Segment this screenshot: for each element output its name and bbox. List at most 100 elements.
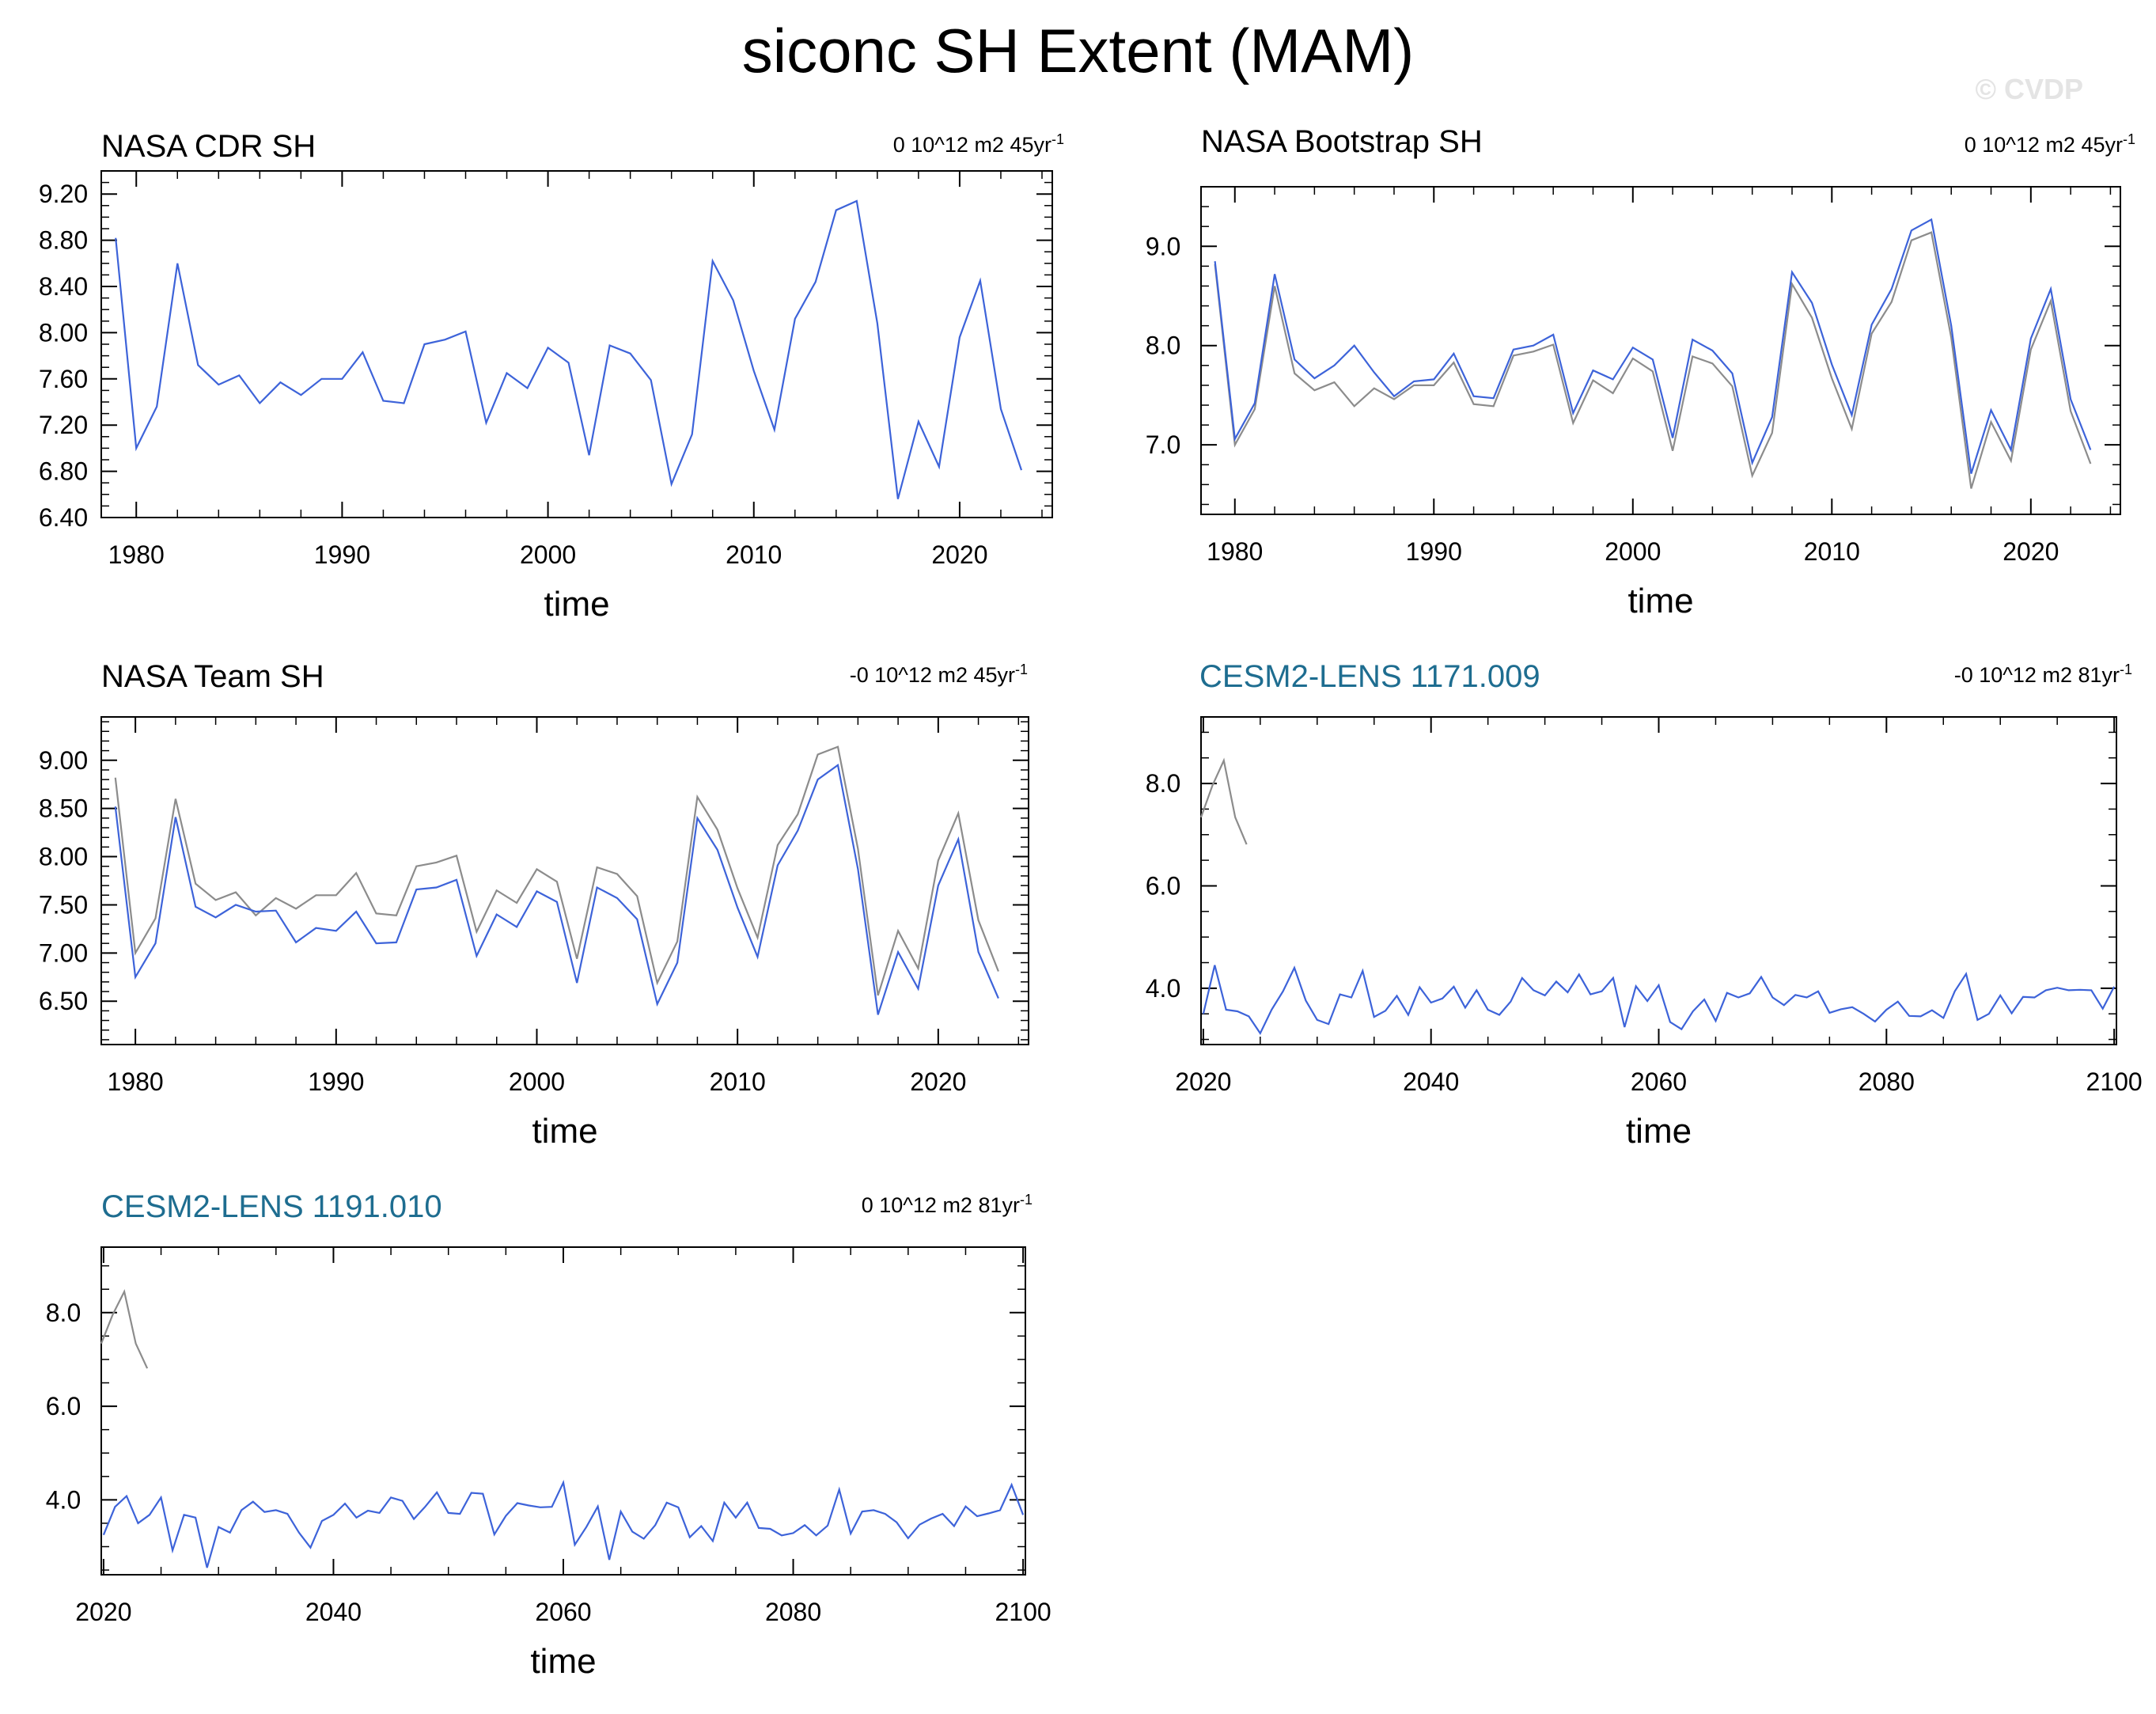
x-tick-label: 2040 <box>1403 1067 1459 1096</box>
y-tick-label: 8.80 <box>39 226 88 255</box>
trend-label: 0 10^12 m2 81yr-1 <box>862 1187 1033 1218</box>
y-tick-label: 8.0 <box>1146 769 1180 798</box>
y-tick-label: 7.00 <box>39 939 88 967</box>
trend-label: 0 10^12 m2 45yr-1 <box>893 127 1064 157</box>
x-axis-label: time <box>532 1112 597 1151</box>
y-tick-label: 7.20 <box>39 411 88 439</box>
reference-series-line <box>114 745 999 996</box>
panel-nasa-bootstrap: NASA Bootstrap SH 0 10^12 m2 45yr-1 1980… <box>1100 111 2156 649</box>
y-tick-label: 8.40 <box>39 272 88 301</box>
trend-exponent: -1 <box>1051 131 1064 147</box>
panel-cesm2-1171: CESM2-LENS 1171.009 -0 10^12 m2 81yr-1 2… <box>1100 641 2156 1179</box>
y-tick-label: 6.80 <box>39 457 88 486</box>
chart-nasa-cdr: 1980 1990 2000 2010 2020 6.40 6.80 7.20 7.60 8.00… <box>39 170 1053 624</box>
primary-series-line <box>1202 965 2116 1036</box>
primary-series-line <box>102 1479 1025 1568</box>
y-tick-label: 7.60 <box>39 365 88 393</box>
plot-frame <box>1200 716 2117 1045</box>
trend-label: -0 10^12 m2 81yr-1 <box>1954 657 2132 688</box>
y-tick-label: 8.0 <box>46 1299 81 1327</box>
trend-exponent: -1 <box>2119 662 2132 677</box>
trend-label: -0 10^12 m2 45yr-1 <box>850 657 1028 688</box>
primary-series-line <box>115 199 1023 499</box>
reference-series-line <box>1199 757 1248 845</box>
y-tick-label: 8.00 <box>39 843 88 871</box>
y-tick-label: 7.0 <box>1146 430 1180 459</box>
panel-nasa-team: NASA Team SH -0 10^12 m2 45yr-1 1980 1990… <box>0 641 1088 1179</box>
plot-frame <box>100 716 1029 1045</box>
trend-text: 0 10^12 m2 45yr <box>892 133 1051 157</box>
plot-frame <box>100 1246 1026 1576</box>
trend-exponent: -1 <box>2122 131 2135 147</box>
x-tick-label: 1980 <box>108 540 165 569</box>
plot-frame <box>1200 186 2121 515</box>
primary-series-line <box>114 764 999 1015</box>
x-tick-label: 2080 <box>1859 1067 1915 1096</box>
x-tick-label: 2020 <box>2003 537 2059 566</box>
x-tick-label: 2000 <box>1605 537 1661 566</box>
y-tick-label: 8.50 <box>39 794 88 823</box>
watermark: © CVDP <box>1975 73 2083 105</box>
panel-title: CESM2-LENS 1191.010 <box>101 1189 442 1224</box>
y-tick-label: 8.00 <box>39 318 88 347</box>
reference-series-line <box>1214 231 2092 489</box>
plot-frame <box>100 170 1053 518</box>
x-tick-label: 1990 <box>314 540 370 569</box>
x-tick-label: 2020 <box>910 1067 966 1096</box>
x-tick-label: 1980 <box>108 1067 164 1096</box>
chart-cesm2-1171: 2020 2040 2060 2080 2100 4.0 6.0 8.0 time <box>1146 716 2143 1151</box>
x-tick-label: 2080 <box>765 1598 821 1626</box>
y-tick-label: 9.20 <box>39 180 88 208</box>
y-tick-label: 6.0 <box>46 1392 81 1420</box>
trend-exponent: -1 <box>1014 662 1028 677</box>
y-tick-label: 7.50 <box>39 890 88 919</box>
x-tick-label: 2020 <box>931 540 987 569</box>
x-tick-label: 2100 <box>995 1598 1051 1626</box>
x-tick-label: 2060 <box>535 1598 591 1626</box>
y-tick-label: 8.0 <box>1146 332 1180 360</box>
primary-series-line <box>1214 218 2092 474</box>
panel-title: NASA CDR SH <box>101 129 316 164</box>
x-tick-label: 2000 <box>520 540 576 569</box>
y-tick-label: 4.0 <box>1146 974 1180 1003</box>
chart-nasa-bootstrap: 1980 1990 2000 2010 2020 7.0 8.0 9.0 time <box>1146 186 2121 620</box>
y-tick-label: 9.0 <box>1146 232 1180 260</box>
x-tick-label: 2020 <box>75 1598 131 1626</box>
x-tick-label: 2020 <box>1175 1067 1231 1096</box>
y-tick-label: 6.50 <box>39 987 88 1015</box>
x-tick-label: 2010 <box>1804 537 1860 566</box>
panel-title: NASA Team SH <box>101 659 324 694</box>
y-tick-label: 4.0 <box>46 1485 81 1514</box>
x-tick-label: 2100 <box>2086 1067 2143 1096</box>
trend-text: 0 10^12 m2 45yr <box>1964 133 2123 157</box>
reference-series-line <box>100 1288 149 1369</box>
chart-nasa-team: 1980 1990 2000 2010 2020 6.50 7.00 7.50 8.00 8.50… <box>39 716 1029 1151</box>
panel-title: NASA Bootstrap SH <box>1201 124 1483 159</box>
panel-title: CESM2-LENS 1171.009 <box>1199 659 1540 694</box>
x-axis-label: time <box>530 1642 596 1681</box>
x-tick-label: 2000 <box>509 1067 565 1096</box>
y-tick-label: 6.40 <box>39 503 88 532</box>
x-tick-label: 2040 <box>305 1598 362 1626</box>
x-tick-label: 2060 <box>1631 1067 1687 1096</box>
panel-cesm2-1191: CESM2-LENS 1191.010 0 10^12 m2 81yr-1 20… <box>0 1171 1088 1710</box>
x-axis-label: time <box>544 585 609 624</box>
x-tick-label: 2010 <box>710 1067 766 1096</box>
x-tick-label: 1980 <box>1207 537 1263 566</box>
trend-label: 0 10^12 m2 45yr-1 <box>1965 127 2135 157</box>
x-tick-label: 1990 <box>1406 537 1462 566</box>
x-axis-label: time <box>1627 582 1693 620</box>
x-tick-label: 2010 <box>726 540 782 569</box>
panel-nasa-cdr: NASA CDR SH 0 10^12 m2 45yr-1 1980 1990 20… <box>0 111 1088 649</box>
x-axis-label: time <box>1626 1112 1692 1151</box>
y-tick-label: 6.0 <box>1146 871 1180 900</box>
trend-text: 0 10^12 m2 81yr <box>861 1193 1020 1217</box>
chart-cesm2-1191: 2020 2040 2060 2080 2100 4.0 6.0 8.0 time <box>46 1246 1051 1681</box>
trend-text: -0 10^12 m2 45yr <box>849 663 1015 687</box>
figure-title: siconc SH Extent (MAM) <box>741 16 1415 85</box>
x-tick-label: 1990 <box>308 1067 364 1096</box>
trend-text: -0 10^12 m2 81yr <box>1953 663 2120 687</box>
trend-exponent: -1 <box>1019 1192 1033 1208</box>
y-tick-label: 9.00 <box>39 746 88 775</box>
